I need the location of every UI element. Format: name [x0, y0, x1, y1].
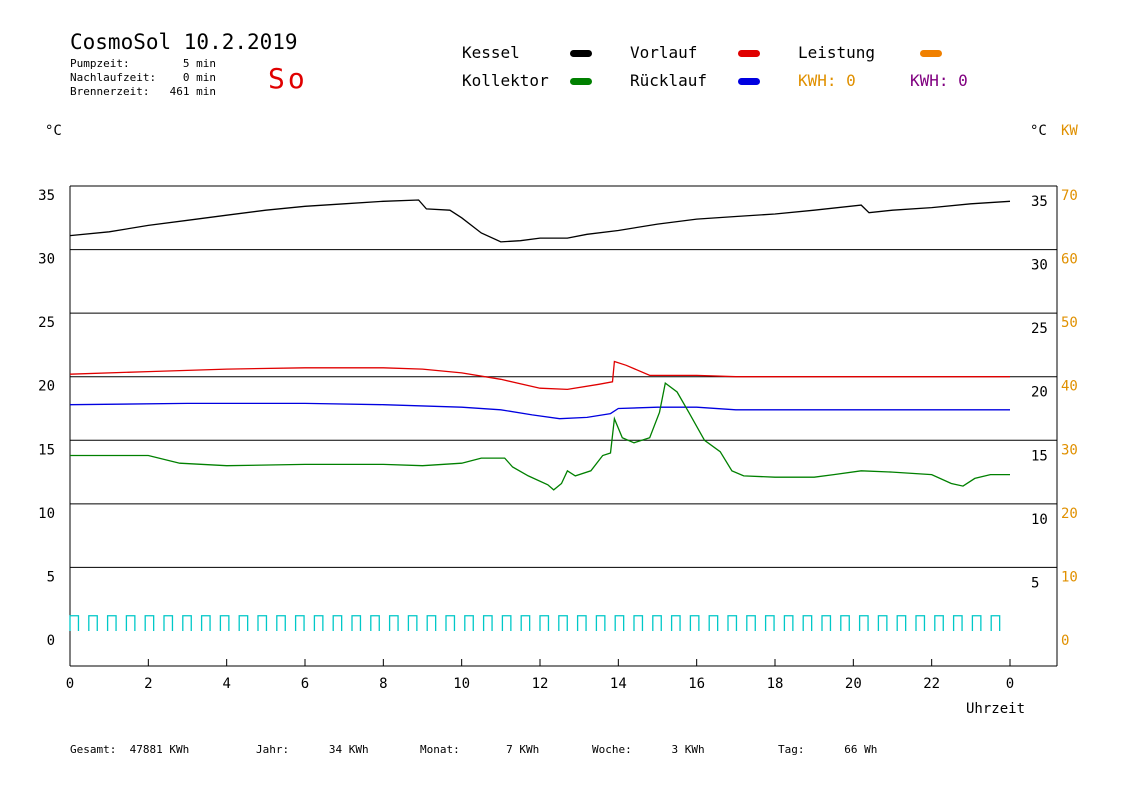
y-tick-label-kw: 30 — [1061, 442, 1078, 458]
x-tick-label: 18 — [767, 676, 784, 692]
x-tick-label: 2 — [144, 676, 152, 692]
y-tick-label-left: 35 — [38, 188, 55, 204]
x-tick-label: 0 — [66, 676, 74, 692]
y-tick-label-right: 25 — [1031, 321, 1048, 337]
y-tick-label-kw: 20 — [1061, 506, 1078, 522]
x-tick-label: 8 — [379, 676, 387, 692]
x-tick-label: 10 — [453, 676, 470, 692]
legend-kollektor-swatch — [570, 78, 592, 85]
x-tick-label: 12 — [532, 676, 549, 692]
legend-kessel-swatch — [570, 50, 592, 57]
legend-vorlauf-label: Vorlauf — [630, 43, 698, 62]
y-tick-label-right: 15 — [1031, 448, 1048, 464]
legend-kwh2: KWH: 0 — [910, 71, 968, 90]
y-tick-label-kw: 40 — [1061, 379, 1078, 395]
series-vorlauf-line — [69, 360, 1010, 391]
x-tick-label: 22 — [923, 676, 940, 692]
y-tick-label-left: 5 — [47, 569, 55, 585]
x-tick-label: 16 — [688, 676, 705, 692]
x-tick-label: 0 — [1006, 676, 1014, 692]
y-tick-label-left: 15 — [38, 442, 55, 458]
legend-leistung-label: Leistung — [798, 43, 876, 62]
legend-kollektor-label: Kollektor — [462, 71, 549, 90]
y-tick-label-left: 10 — [38, 506, 55, 522]
y-tick-label-right: 5 — [1031, 575, 1039, 591]
legend-kessel-label: Kessel — [462, 43, 520, 62]
series-rücklauf-line — [69, 402, 1010, 420]
legend-kwh1: KWH: 0 — [798, 71, 856, 90]
y-tick-label-right: 35 — [1031, 194, 1048, 210]
y-tick-label-left: 0 — [47, 633, 55, 649]
y-tick-label-kw: 50 — [1061, 315, 1078, 331]
y-tick-label-left: 25 — [38, 315, 55, 331]
footer-year: Jahr: 34 KWh — [256, 743, 369, 756]
chart-title: CosmoSol 10.2.2019 — [70, 30, 298, 54]
footer-total: Gesamt: 47881 KWh — [70, 743, 190, 756]
left-unit-label: °C — [45, 123, 62, 139]
x-tick-label: 6 — [301, 676, 309, 692]
y-tick-label-right: 10 — [1031, 512, 1048, 528]
right-unit-kw-label: KW — [1061, 123, 1078, 139]
right-unit-c-label: °C — [1030, 123, 1047, 139]
footer-day: Tag: 66 Wh — [778, 743, 878, 756]
x-tick-label: 20 — [845, 676, 862, 692]
footer-month: Monat: 7 KWh — [420, 743, 540, 756]
y-tick-label-kw: 0 — [1061, 633, 1069, 649]
burner-time-row: Brennerzeit: 461 min — [70, 85, 216, 98]
series-kollektor-line — [70, 381, 1010, 491]
pump-time-row: Pumpzeit: 5 min — [70, 57, 216, 70]
overrun-time-row: Nachlaufzeit: 0 min — [70, 71, 216, 84]
y-tick-label-left: 30 — [38, 252, 55, 268]
y-tick-label-left: 20 — [38, 379, 55, 395]
footer-week: Woche: 3 KWh — [592, 743, 705, 756]
y-tick-label-kw: 60 — [1061, 252, 1078, 268]
x-axis-label: Uhrzeit — [966, 701, 1026, 717]
legend-ruecklauf-label: Rücklauf — [630, 71, 708, 90]
y-tick-label-right: 20 — [1031, 385, 1048, 401]
y-tick-label-right: 30 — [1031, 258, 1048, 274]
legend-ruecklauf-swatch — [738, 78, 760, 85]
legend-vorlauf-swatch — [738, 50, 760, 57]
weekday-label: So — [268, 62, 308, 95]
y-tick-label-kw: 70 — [1061, 188, 1078, 204]
series-leistung-line — [69, 615, 1001, 631]
series-kessel-line — [69, 199, 1011, 243]
legend-leistung-swatch — [920, 50, 942, 57]
y-tick-label-kw: 10 — [1061, 569, 1078, 585]
x-tick-label: 4 — [222, 676, 230, 692]
x-tick-label: 14 — [610, 676, 627, 692]
